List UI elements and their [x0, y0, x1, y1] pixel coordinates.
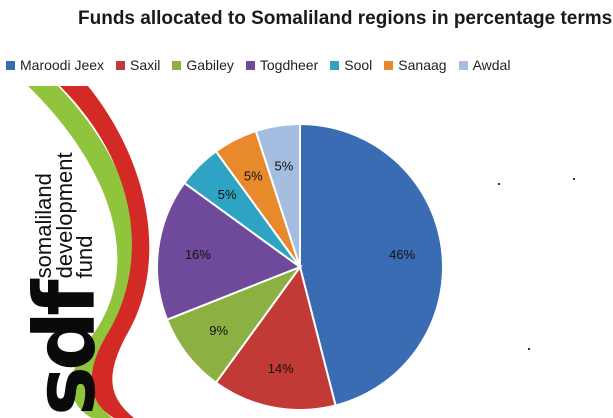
legend-item-saxil: Saxil [116, 57, 160, 73]
legend-swatch [458, 60, 468, 70]
legend-item-awdal: Awdal [458, 57, 511, 73]
chart-title: Funds allocated to Somaliland regions in… [78, 8, 613, 29]
pie-slice-gabiley [165, 264, 303, 385]
legend-swatch [116, 60, 126, 70]
pie-slice-maroodi-jeex [299, 122, 444, 407]
chart-legend: Maroodi Jeex Saxil Gabiley Togdheer Sool… [6, 56, 611, 74]
legend-label: Saxil [130, 57, 161, 73]
legend-swatch [245, 60, 255, 70]
legend-label: Awdal [472, 57, 511, 73]
logo-words: somaliland development fund [31, 152, 97, 279]
legend-swatch [330, 60, 340, 70]
data-label-gabiley: 9% [209, 323, 228, 338]
pie-slices [156, 122, 444, 411]
pie-slice-togdheer [156, 181, 303, 321]
data-label-togdheer: 16% [185, 247, 211, 262]
noise-dot [573, 178, 575, 180]
legend-swatch [6, 60, 15, 70]
legend-swatch [384, 60, 394, 70]
data-label-sool: 5% [218, 187, 237, 202]
data-label-awdal: 5% [274, 158, 293, 173]
data-label-saxil: 14% [268, 361, 294, 376]
pie-data-labels: 46% 14% 9% 16% 5% 5% 5% [185, 158, 416, 376]
legend-item-maroodi-jeex: Maroodi Jeex [6, 57, 104, 73]
legend-label: Gabiley [186, 57, 234, 73]
logo-letters: sdf [16, 284, 114, 416]
pie-chart: 46% 14% 9% 16% 5% 5% 5% [156, 122, 444, 411]
legend-item-gabiley: Gabiley [172, 57, 234, 73]
logo-line-3: fund [71, 235, 97, 279]
data-label-maroodi-jeex: 46% [389, 247, 415, 262]
data-label-sanaag: 5% [244, 168, 263, 183]
logo-wordmark: sdf somaliland development fund [16, 152, 114, 416]
pie-slice-awdal [254, 122, 301, 268]
pie-slice-saxil [214, 264, 337, 411]
logo-swoosh-graphic [28, 86, 150, 418]
sdf-logo: sdf somaliland development fund [0, 86, 150, 418]
legend-label: Sanaag [398, 57, 447, 73]
legend-label: Sool [344, 57, 373, 73]
noise-dot [498, 183, 500, 185]
legend-item-sanaag: Sanaag [384, 57, 447, 73]
legend-label: Togdheer [259, 57, 319, 73]
legend-item-sool: Sool [330, 57, 372, 73]
legend-label: Maroodi Jeex [20, 57, 105, 73]
legend-item-togdheer: Togdheer [245, 57, 319, 73]
legend-swatch [172, 60, 182, 70]
noise-dot [528, 348, 530, 350]
